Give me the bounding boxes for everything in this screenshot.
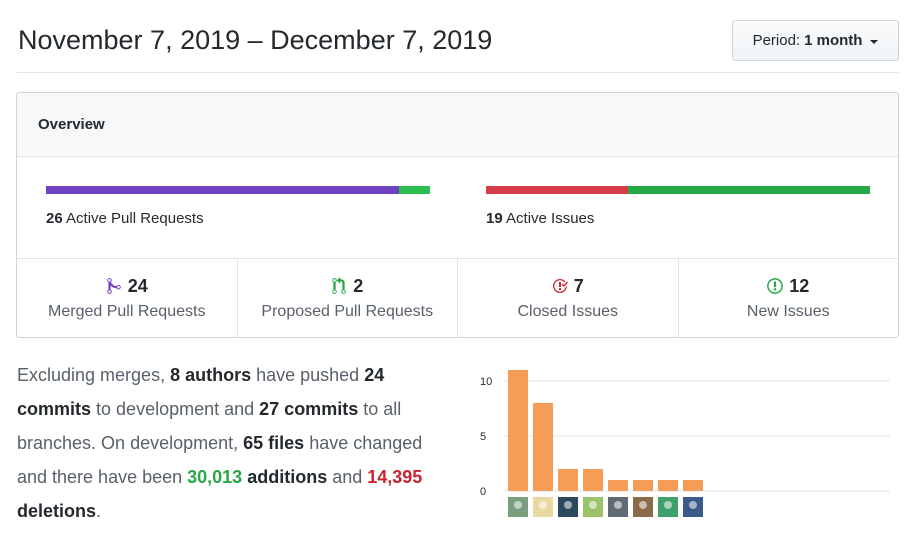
- overview-box: Overview 26 Active Pull Requests 19 Acti…: [16, 92, 899, 338]
- period-select-button[interactable]: Period: 1 month: [732, 20, 899, 61]
- new-issues-label: New Issues: [746, 303, 830, 320]
- summary-text: have pushed: [251, 365, 365, 385]
- proposed-pull-requests-label: Proposed Pull Requests: [261, 303, 434, 320]
- avatar-face-icon: [539, 501, 547, 509]
- stat-new-issues[interactable]: 12 New Issues: [679, 259, 899, 337]
- period-label: Period:: [752, 32, 801, 49]
- closed-issues-count: 7: [573, 275, 584, 296]
- overview-header: Overview: [17, 93, 898, 157]
- merged-segment: [46, 186, 400, 194]
- y-tick-label: 10: [480, 376, 492, 388]
- stat-closed-issues[interactable]: 7 Closed Issues: [458, 259, 679, 337]
- merged-pull-requests-label: Merged Pull Requests: [48, 303, 206, 320]
- commit-bar[interactable]: [558, 469, 578, 491]
- commit-bar[interactable]: [608, 480, 628, 491]
- active-issues-link[interactable]: 19 Active Issues: [486, 210, 594, 227]
- overview-stats: 24 Merged Pull Requests 2 Proposed Pull …: [17, 259, 899, 337]
- avatar-face-icon: [564, 501, 572, 509]
- commits-bar-chart: 0 5 10: [480, 370, 890, 517]
- overview-bars: 26 Active Pull Requests 19 Active Issues: [17, 157, 898, 259]
- period-value: 1 month: [804, 32, 863, 49]
- summary-text: to development and: [91, 399, 260, 419]
- active-issues-label: Active Issues: [506, 210, 595, 227]
- git-pull-request-icon: [332, 277, 346, 294]
- commit-bar[interactable]: [683, 480, 703, 491]
- new-issues-count: 12: [789, 275, 810, 296]
- summary-text: to all branches. On development,: [17, 399, 402, 453]
- closed-segment: [486, 186, 629, 194]
- summary-text: and: [327, 467, 368, 487]
- caret-down-icon: [870, 39, 879, 44]
- page-title: November 7, 2019 – December 7, 2019: [18, 25, 493, 55]
- issues-progress-bar[interactable]: [486, 186, 870, 194]
- avatar-face-icon: [589, 501, 597, 509]
- commit-bar[interactable]: [633, 480, 653, 491]
- summary-text: have changed and there have been: [17, 433, 423, 487]
- stat-merged-pull-requests[interactable]: 24 Merged Pull Requests: [17, 259, 238, 337]
- additions-label: additions: [242, 467, 328, 487]
- commits-by-author-chart: 0 5 10: [470, 362, 900, 522]
- overview-title: Overview: [38, 116, 105, 133]
- merged-pull-requests-count: 24: [127, 275, 148, 296]
- proposed-pull-requests-count: 2: [353, 275, 364, 296]
- avatar-face-icon: [689, 501, 697, 509]
- active-issues-count: 19: [486, 210, 503, 227]
- commit-bar[interactable]: [508, 370, 528, 491]
- pull-requests-progress-bar[interactable]: [46, 186, 430, 194]
- avatar-face-icon: [664, 501, 672, 509]
- avatar-face-icon: [639, 501, 647, 509]
- deletions-count: 14,395: [367, 467, 423, 487]
- y-tick-label: 5: [480, 431, 486, 443]
- commits-all-branches-count: 27 commits: [259, 399, 359, 419]
- commit-bar[interactable]: [658, 480, 678, 491]
- avatar-face-icon: [514, 501, 522, 509]
- commit-bar[interactable]: [533, 403, 553, 491]
- summary-text: Excluding merges,: [17, 365, 171, 385]
- deletions-label: deletions: [17, 501, 97, 521]
- authors-count[interactable]: 8 authors: [170, 365, 252, 385]
- avatar-face-icon: [614, 501, 622, 509]
- page-header: November 7, 2019 – December 7, 2019 Peri…: [17, 0, 899, 73]
- commit-bar[interactable]: [583, 469, 603, 491]
- additions-count: 30,013: [187, 467, 243, 487]
- issue-opened-icon: [767, 278, 784, 294]
- active-pull-requests-count: 26: [46, 210, 63, 227]
- open-segment: [628, 186, 870, 194]
- git-merge-icon: [106, 278, 121, 294]
- commits-development-count: 24 commits: [17, 365, 385, 419]
- y-tick-label: 0: [480, 486, 486, 498]
- stat-proposed-pull-requests[interactable]: 2 Proposed Pull Requests: [238, 259, 458, 337]
- open-segment: [399, 186, 430, 194]
- files-changed-count: 65 files: [243, 433, 305, 453]
- summary-text: .: [96, 501, 102, 521]
- commit-summary: Excluding merges, 8 authors have pushed …: [17, 358, 447, 528]
- active-pull-requests-link[interactable]: 26 Active Pull Requests: [46, 210, 204, 227]
- issue-closed-icon: [552, 278, 568, 293]
- closed-issues-label: Closed Issues: [517, 303, 619, 320]
- active-pull-requests-label: Active Pull Requests: [66, 210, 204, 227]
